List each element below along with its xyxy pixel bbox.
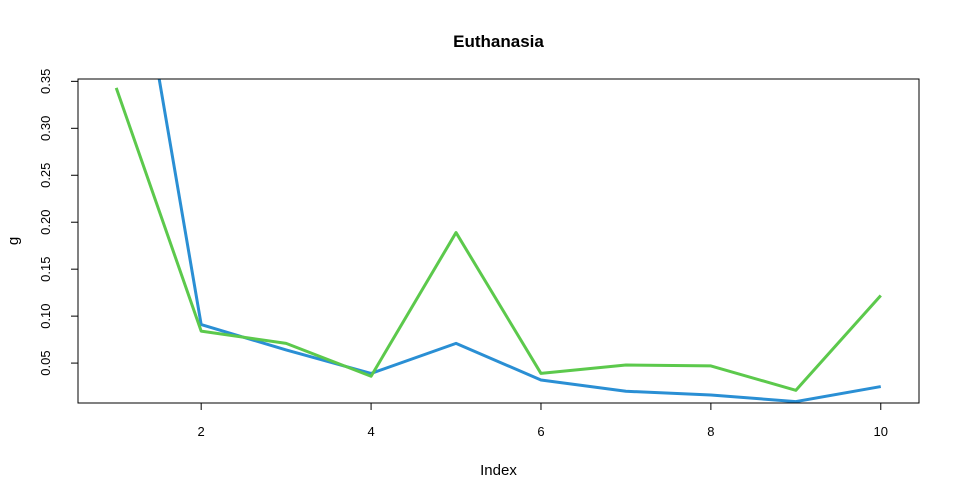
y-axis-label: g — [5, 237, 22, 245]
y-tick-label: 0.35 — [38, 69, 53, 94]
series-line-1 — [157, 79, 882, 403]
y-tick-label: 0.25 — [38, 163, 53, 188]
x-tick-label: 8 — [707, 424, 714, 439]
x-tick-label: 6 — [537, 424, 544, 439]
series-layer — [114, 79, 882, 403]
series-line-2 — [114, 87, 882, 392]
chart-title: Euthanasia — [453, 32, 544, 51]
plot-frame — [77, 78, 920, 404]
y-tick-label: 0.05 — [38, 350, 53, 375]
x-tick-label: 2 — [198, 424, 205, 439]
x-tick-label: 4 — [367, 424, 374, 439]
y-tick-label: 0.30 — [38, 116, 53, 141]
y-tick-label: 0.20 — [38, 210, 53, 235]
axes: 2 4 6 8 10 0.05 0.10 0.15 0.20 0.25 0.30 0.35 — [38, 69, 888, 439]
y-tick-label: 0.10 — [38, 303, 53, 328]
y-tick-label: 0.15 — [38, 257, 53, 282]
x-axis-label: Index — [480, 462, 517, 479]
x-tick-label: 10 — [874, 424, 888, 439]
